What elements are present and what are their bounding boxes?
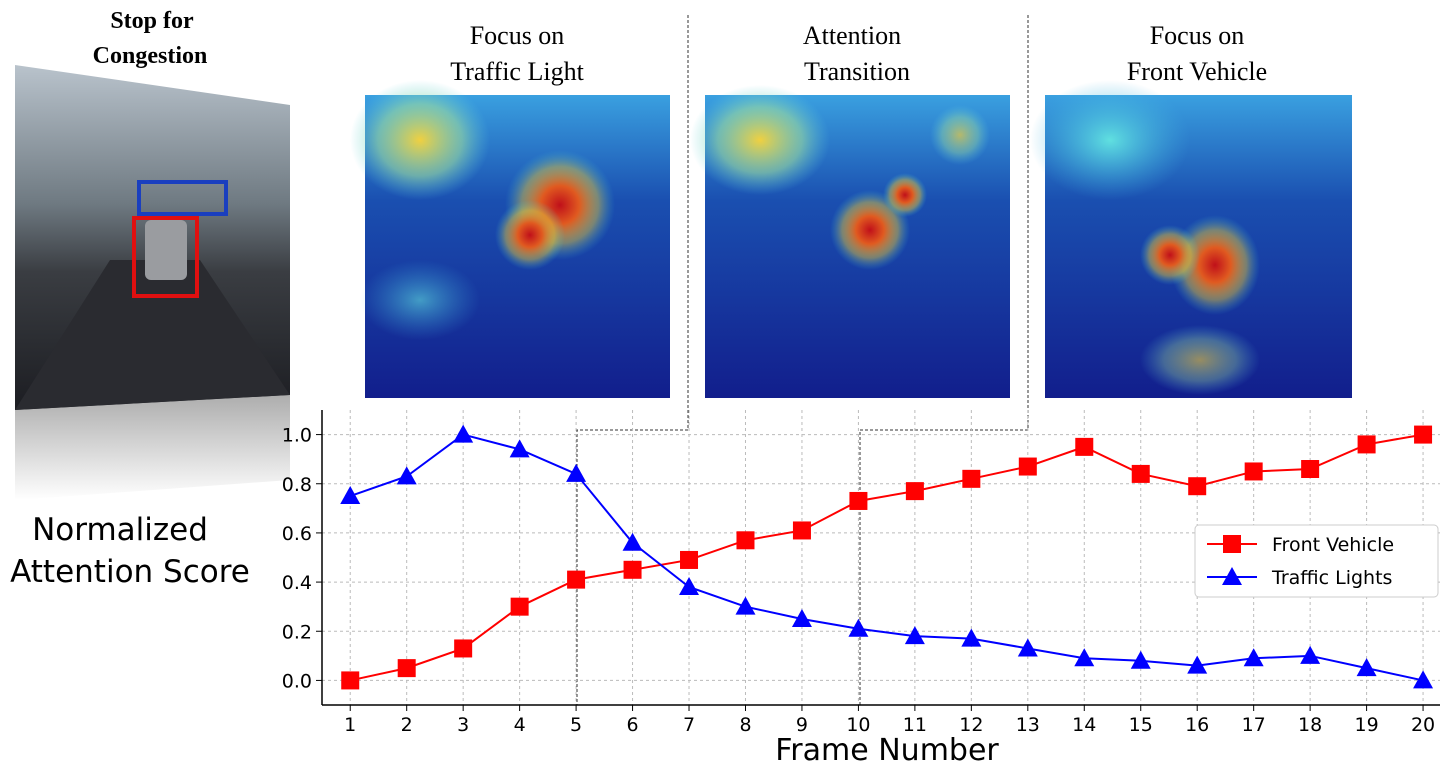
panel-title: Transition [804, 57, 910, 86]
panel-title: Traffic Light [450, 57, 584, 86]
marker [454, 639, 473, 658]
x-tick-label: 5 [570, 714, 582, 736]
y-tick-label: 0.0 [282, 670, 312, 692]
heatmap [690, 85, 1010, 398]
marker [623, 560, 642, 579]
scene-photo [15, 65, 290, 500]
x-tick-label: 18 [1298, 714, 1322, 736]
marker [1187, 655, 1208, 674]
panel-title: Focus on [1150, 21, 1245, 50]
plot-area: 0.00.20.40.60.81.01 2 3 4 5 6 7 8 9 10 11 12 13 14 15 1… [282, 410, 1440, 736]
marker [622, 532, 643, 551]
marker [509, 439, 530, 458]
panel-title: Focus on [470, 21, 565, 50]
y-tick-label: 0.2 [282, 621, 312, 643]
x-tick-label: 14 [1072, 714, 1096, 736]
marker [849, 491, 868, 510]
marker [792, 521, 811, 540]
marker [1188, 477, 1207, 496]
marker [1243, 648, 1264, 667]
marker [791, 608, 812, 627]
marker [340, 486, 361, 505]
marker [1300, 645, 1321, 664]
x-tick-label: 10 [846, 714, 870, 736]
heatmap [350, 80, 670, 398]
marker [1223, 535, 1241, 553]
marker [453, 424, 474, 443]
marker [1414, 425, 1433, 444]
x-tick-label: 7 [683, 714, 695, 736]
x-tick-label: 1 [344, 714, 356, 736]
marker [341, 671, 360, 690]
heatmap [1030, 80, 1352, 398]
marker [1017, 638, 1038, 657]
legend-label: Front Vehicle [1272, 534, 1394, 556]
marker [566, 463, 587, 482]
x-tick-label: 4 [514, 714, 526, 736]
x-tick-label: 8 [739, 714, 751, 736]
marker [961, 628, 982, 647]
x-axis-label: Frame Number [775, 733, 999, 766]
x-tick-label: 12 [959, 714, 983, 736]
x-tick-label: 19 [1355, 714, 1379, 736]
marker [679, 577, 700, 595]
y-tick-label: 0.4 [282, 572, 312, 594]
marker [905, 482, 924, 501]
series-line [349, 433, 1424, 682]
marker [1131, 464, 1150, 483]
marker [397, 659, 416, 678]
x-tick-label: 2 [401, 714, 413, 736]
y-tick-label: 0.6 [282, 523, 312, 545]
series-line [350, 433, 1424, 682]
marker [1244, 462, 1263, 481]
x-tick-label: 20 [1411, 714, 1435, 736]
marker [396, 466, 417, 485]
y-tick-label: 0.8 [282, 474, 312, 496]
marker [1074, 648, 1095, 667]
marker [1018, 457, 1037, 476]
panel-title: Attention [803, 21, 901, 50]
x-tick-label: 11 [903, 714, 927, 736]
x-tick-label: 6 [627, 714, 639, 736]
marker [736, 531, 755, 550]
side-title: Congestion [93, 43, 208, 69]
marker [680, 550, 699, 569]
marker [848, 618, 869, 637]
marker [510, 597, 529, 616]
marker [1222, 567, 1242, 585]
marker [1413, 670, 1434, 689]
side-title: Stop for [110, 8, 194, 34]
marker [904, 626, 925, 645]
legend-label: Traffic Lights [1271, 567, 1392, 589]
marker [1301, 460, 1320, 478]
connector [859, 15, 1029, 705]
x-tick-label: 9 [796, 714, 808, 736]
marker [567, 570, 586, 589]
marker [1357, 435, 1376, 454]
marker [962, 469, 981, 488]
y-axis-label: Normalized [32, 512, 208, 548]
x-tick-label: 16 [1185, 714, 1209, 736]
x-tick-label: 3 [457, 714, 469, 736]
panel-title: Front Vehicle [1127, 57, 1267, 86]
marker [1075, 437, 1094, 456]
marker [1356, 658, 1377, 677]
y-tick-label: 1.0 [282, 425, 312, 447]
y-axis-label: Attention Score [10, 554, 250, 590]
x-tick-label: 13 [1016, 714, 1040, 736]
marker [1130, 650, 1151, 669]
x-tick-label: 17 [1242, 714, 1266, 736]
x-tick-label: 15 [1129, 714, 1153, 736]
marker [735, 596, 756, 615]
